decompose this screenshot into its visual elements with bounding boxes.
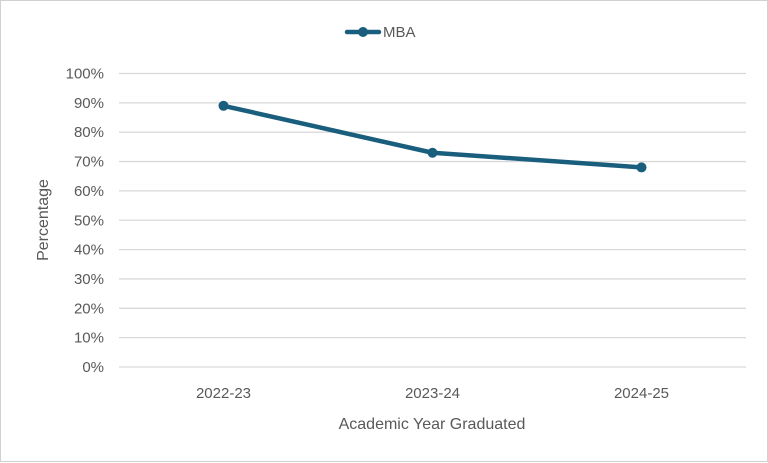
data-point xyxy=(427,147,438,158)
legend: MBA xyxy=(344,24,416,41)
y-tick-label: 10% xyxy=(74,330,104,347)
series-line xyxy=(221,103,644,170)
y-tick-label: 50% xyxy=(74,212,104,229)
y-tick-label: 60% xyxy=(74,183,104,200)
y-tick-label: 90% xyxy=(74,95,104,112)
y-tick-label: 20% xyxy=(74,300,104,317)
gridlines xyxy=(119,72,746,368)
legend-marker xyxy=(358,27,368,37)
x-tick-labels: 2022-23 2023-24 2024-25 xyxy=(196,385,669,402)
x-tick-label: 2023-24 xyxy=(405,385,460,402)
y-tick-label: 40% xyxy=(74,242,104,259)
y-tick-label: 70% xyxy=(74,154,104,171)
y-tick-label: 80% xyxy=(74,124,104,141)
legend-label: MBA xyxy=(383,24,416,41)
y-tick-labels: 0% 10% 20% 30% 40% 50% 60% 70% 80% 90% 100% xyxy=(66,66,104,377)
y-axis-label: Percentage xyxy=(35,179,52,261)
x-tick-label: 2022-23 xyxy=(196,385,251,402)
y-tick-label: 100% xyxy=(66,66,104,83)
x-tick-label: 2024-25 xyxy=(614,385,669,402)
data-point xyxy=(636,162,647,173)
x-axis-label: Academic Year Graduated xyxy=(339,416,526,433)
y-tick-label: 0% xyxy=(82,359,104,376)
y-tick-label: 30% xyxy=(74,271,104,288)
data-point xyxy=(218,100,229,111)
series-group xyxy=(218,100,647,173)
